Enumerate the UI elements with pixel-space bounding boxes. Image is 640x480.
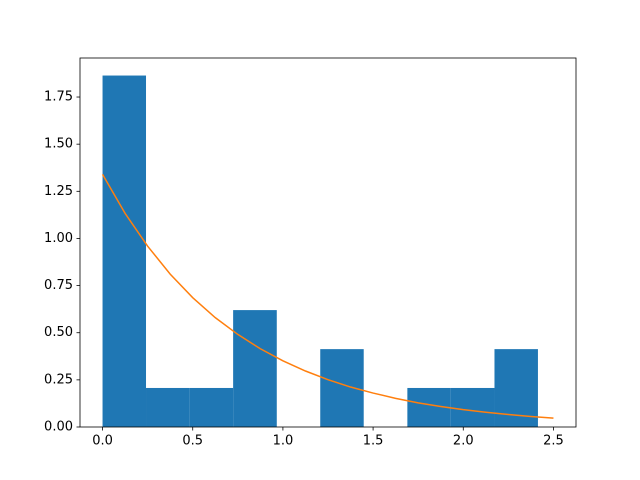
bar: [102, 75, 147, 427]
bar: [233, 310, 277, 427]
axes-frame: [79, 57, 577, 428]
x-tick-label: 1.0: [273, 434, 294, 449]
x-tick-label: 0.0: [92, 434, 113, 449]
bar: [146, 387, 190, 427]
y-tick-label: 1.75: [44, 90, 73, 105]
y-tick-label: 0.75: [44, 278, 73, 293]
y-tick-label: 1.00: [44, 231, 73, 246]
x-tick-label: 2.5: [543, 434, 564, 449]
x-tick-label: 1.5: [363, 434, 384, 449]
y-tick-label: 0.25: [44, 372, 73, 387]
y-tick-label: 1.25: [44, 184, 73, 199]
y-tick-label: 0.50: [44, 325, 73, 340]
x-tick-label: 2.0: [453, 434, 474, 449]
curve-line: [101, 173, 554, 419]
y-tick-label: 1.50: [44, 137, 73, 152]
x-tick-label: 0.5: [182, 434, 203, 449]
bar: [189, 387, 234, 427]
bar: [450, 387, 495, 427]
y-tick-label: 0.00: [44, 420, 73, 435]
